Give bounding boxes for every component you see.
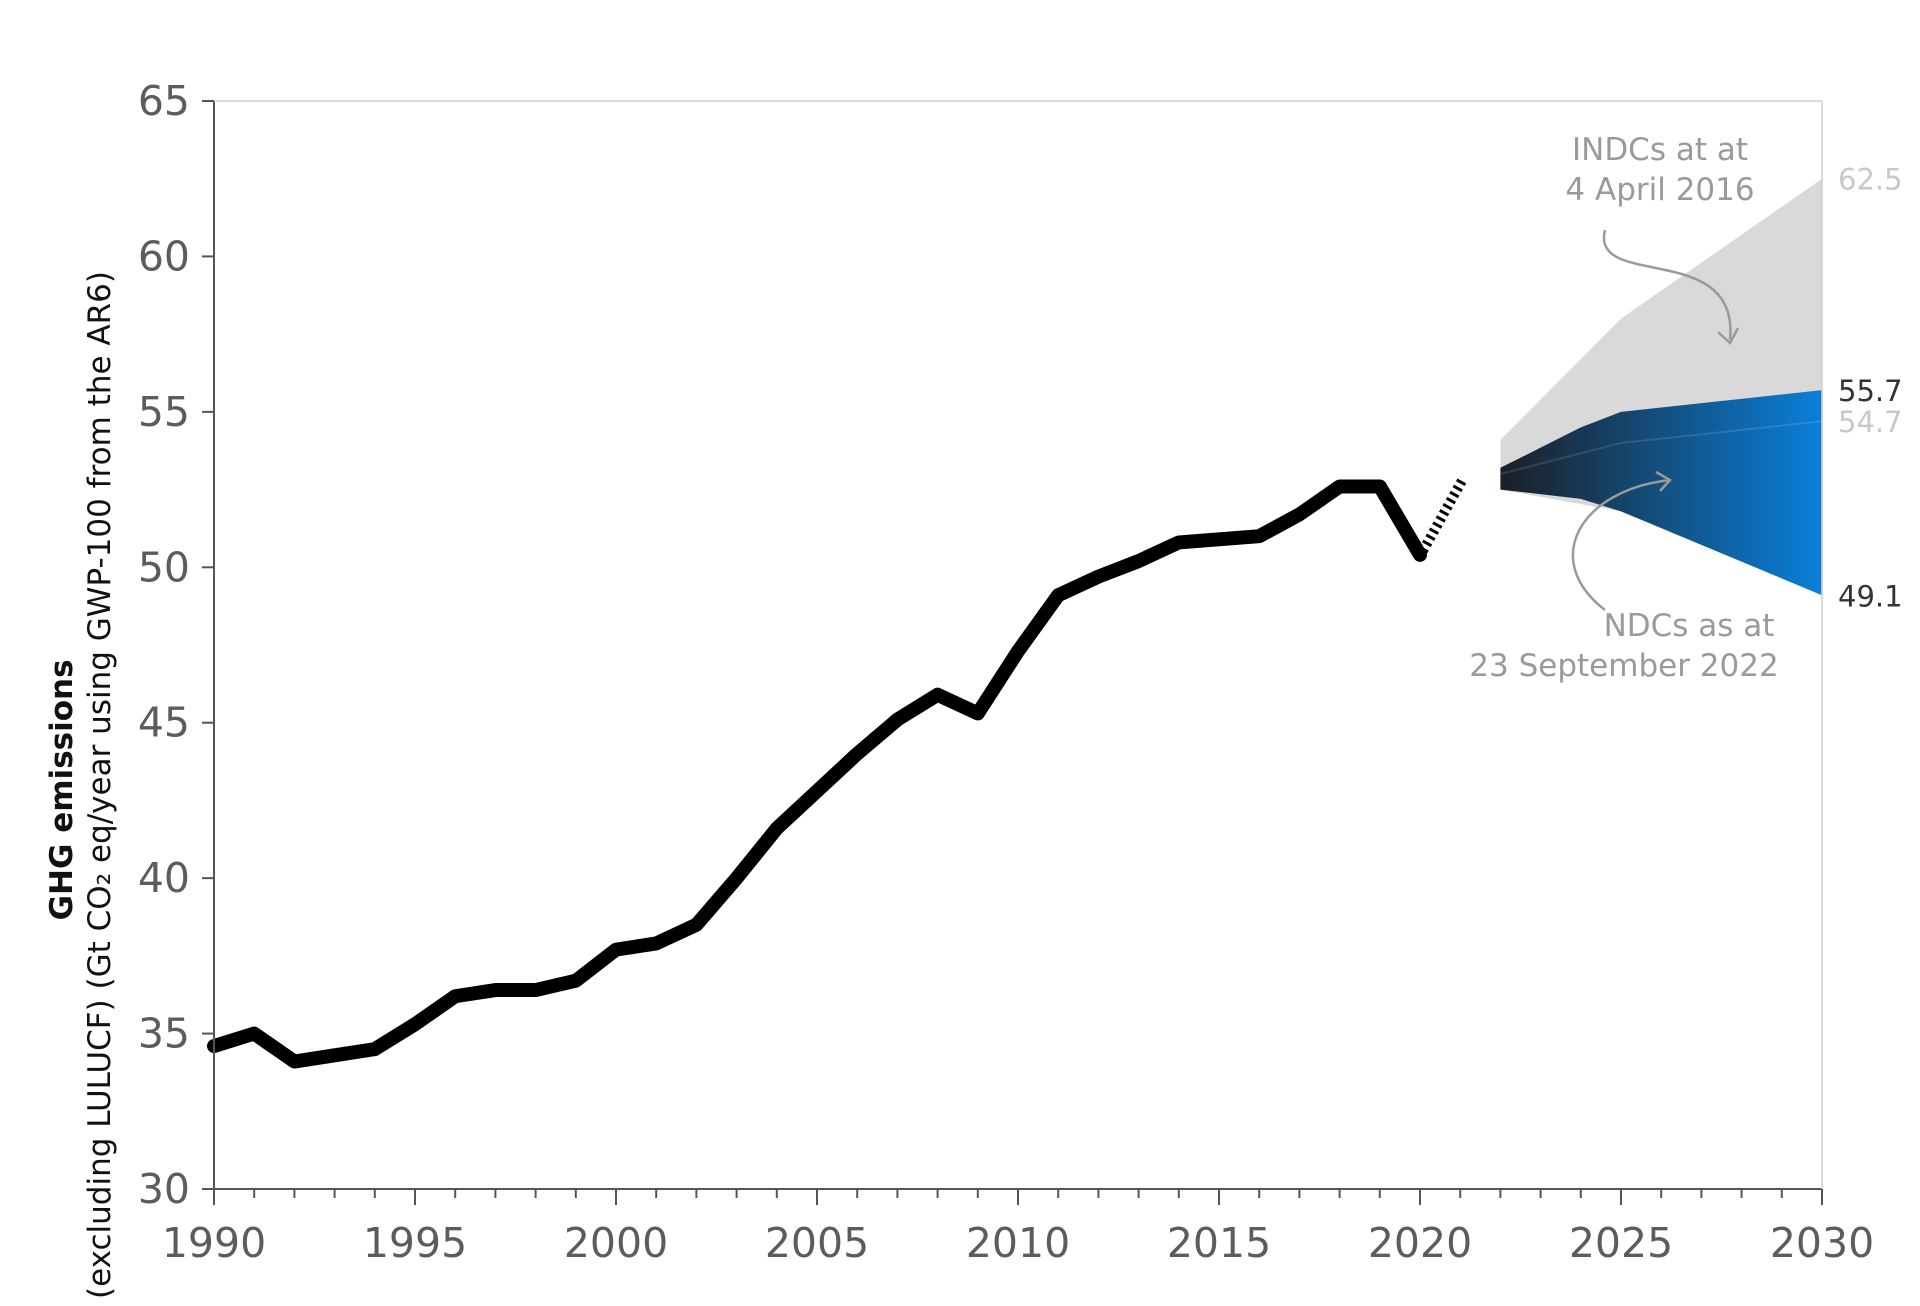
x-tick-label: 2030: [1770, 1219, 1874, 1267]
y-axis-title-line1: GHG emissions: [44, 659, 80, 920]
end-value-label: 54.7: [1838, 405, 1903, 439]
historical-emissions-line: [207, 479, 1427, 1069]
indc-annotation-arrow: [1602, 229, 1732, 341]
y-axis-title-line2: (excluding LULUCF) (Gt CO₂ eq/year using…: [82, 271, 118, 1299]
x-tick-label: 2015: [1167, 1219, 1271, 1267]
axes: [202, 100, 1823, 1205]
end-value-label: 55.7: [1838, 374, 1903, 408]
end-value-label: 49.1: [1838, 579, 1903, 613]
ndc-annotation-line1: NDCs as at: [1604, 608, 1775, 644]
y-tick-label: 45: [138, 699, 190, 747]
x-tick-label: 2025: [1569, 1219, 1673, 1267]
y-axis-title: GHG emissions (excluding LULUCF) (Gt CO₂…: [44, 271, 118, 1299]
ndc-inner-line: [1500, 420, 1823, 475]
x-tick-label: 2005: [765, 1219, 869, 1267]
ndc-arrow-head: [1655, 470, 1672, 492]
labels: 1990 1995 2000 2005 2010 2015 2020 2025 2030 30 35…: [138, 77, 1903, 1267]
x-tick-label: 2000: [564, 1219, 668, 1267]
y-tick-label: 55: [138, 388, 190, 436]
y-tick-label: 35: [138, 1010, 190, 1058]
ndc-range-band: [1500, 390, 1822, 596]
projection-connector: [1418, 477, 1467, 554]
indc-arrow-head: [1717, 327, 1740, 346]
x-tick-label: 1990: [162, 1219, 266, 1267]
y-tick-label: 65: [138, 77, 190, 125]
end-value-label: 62.5: [1838, 163, 1903, 197]
y-tick-label: 50: [138, 543, 190, 591]
x-tick-label: 1995: [363, 1219, 467, 1267]
ndc-annotation-line2: 23 September 2022: [1469, 648, 1778, 684]
y-tick-label: 60: [138, 232, 190, 280]
indc-annotation-line1: INDCs at at: [1572, 132, 1748, 168]
x-tick-label: 2020: [1368, 1219, 1472, 1267]
ndc-annotation-arrow: [1571, 478, 1671, 611]
indc-annotation-line2: 4 April 2016: [1565, 172, 1754, 208]
x-tick-label: 2010: [966, 1219, 1070, 1267]
y-tick-label: 40: [138, 854, 190, 902]
y-tick-label: 30: [138, 1165, 190, 1213]
plot-area: [207, 178, 1823, 1069]
